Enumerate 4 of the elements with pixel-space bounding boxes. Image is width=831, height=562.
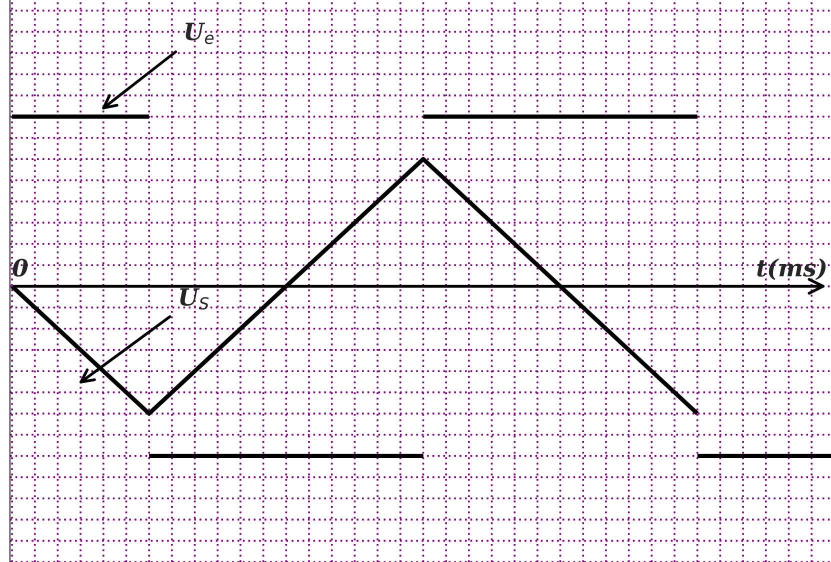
series-label: U$_{S}$ bbox=[180, 288, 209, 310]
text: U$_{e}$ bbox=[186, 22, 214, 44]
annotation: 0 bbox=[12, 258, 28, 277]
x-axis-title: t(ms) bbox=[757, 258, 826, 280]
